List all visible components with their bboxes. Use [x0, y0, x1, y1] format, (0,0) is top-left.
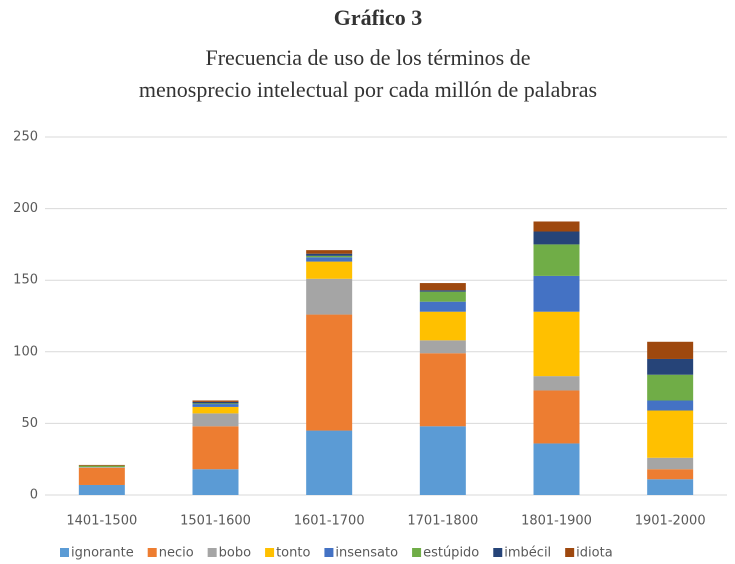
legend-swatch	[565, 548, 575, 557]
bar-segment	[192, 404, 239, 407]
x-tick-label: 1601-1700	[294, 514, 365, 529]
legend-swatch	[207, 548, 217, 557]
bar-segment	[419, 291, 466, 302]
y-tick-label: 250	[13, 130, 38, 145]
bar-segment	[533, 311, 580, 377]
bar-segment	[306, 255, 353, 258]
legend-swatch	[412, 548, 422, 557]
y-tick-label: 100	[13, 344, 38, 359]
bar-segment	[419, 290, 466, 292]
bar-segment	[647, 400, 694, 411]
bar-segment	[419, 301, 466, 312]
bar-segment	[306, 261, 353, 279]
bar-segment	[192, 406, 239, 414]
bar-segment	[78, 484, 125, 495]
bar-segment	[78, 467, 125, 485]
bar-segment	[78, 464, 125, 466]
x-tick-label: 1501-1600	[180, 514, 251, 529]
bar-segment	[647, 410, 694, 458]
bar-segment	[192, 401, 239, 404]
legend-label: idiota	[576, 546, 613, 561]
bar-segment	[78, 465, 125, 468]
bar-segment	[306, 250, 353, 254]
bar-segment	[192, 413, 239, 427]
x-tick-label: 1901-2000	[635, 514, 706, 529]
bar-segment	[419, 426, 466, 495]
legend-swatch	[265, 548, 275, 557]
bar-segment	[306, 253, 353, 256]
bar-segment	[647, 374, 694, 401]
legend-swatch	[324, 548, 334, 557]
y-tick-label: 200	[13, 201, 38, 216]
bar-segment	[647, 479, 694, 495]
legend-swatch	[147, 548, 157, 557]
bar-segment	[192, 469, 239, 495]
bar-segment	[533, 221, 580, 232]
bar-segment	[306, 278, 353, 315]
bar-segment	[192, 426, 239, 470]
x-tick-label: 1701-1800	[407, 514, 478, 529]
chart-subtitle: menosprecio intelectual por cada millón …	[139, 77, 597, 102]
bar-segment	[647, 358, 694, 375]
bar-segment	[533, 443, 580, 495]
bar-segment	[533, 275, 580, 312]
legend-label: insensato	[335, 546, 398, 561]
bar-segment	[419, 283, 466, 291]
legend-swatch	[60, 548, 69, 557]
legend-swatch	[493, 548, 503, 557]
bar-segment	[647, 469, 694, 480]
bar-segment	[647, 457, 694, 470]
bar-segment	[306, 314, 353, 431]
x-tick-label: 1801-1900	[521, 514, 592, 529]
y-tick-label: 50	[21, 416, 38, 431]
chart-subtitle: Frecuencia de uso de los términos de	[205, 45, 530, 70]
y-tick-label: 0	[30, 488, 38, 503]
legend-label: necio	[159, 546, 194, 561]
bar-segment	[419, 353, 466, 427]
bar-segment	[78, 467, 125, 468]
bar-segment	[647, 341, 694, 359]
bar-segment	[533, 231, 580, 245]
legend-label: estúpido	[423, 546, 479, 561]
legend-label: ignorante	[71, 546, 134, 561]
chart-title: Gráfico 3	[334, 5, 423, 30]
bar-segment	[306, 430, 353, 495]
x-tick-label: 1401-1500	[66, 514, 137, 529]
bar-segment	[419, 340, 466, 354]
bar-segment	[419, 311, 466, 341]
legend-label: bobo	[219, 546, 251, 561]
bar-segment	[306, 257, 353, 262]
legend-label: tonto	[276, 546, 310, 561]
bar-segment	[192, 400, 239, 402]
bar-segment	[533, 376, 580, 391]
legend-label: imbécil	[504, 546, 551, 561]
bar-segment	[533, 244, 580, 276]
bar-segment	[533, 390, 580, 444]
bar-segment	[192, 403, 239, 405]
y-tick-label: 150	[13, 273, 38, 288]
